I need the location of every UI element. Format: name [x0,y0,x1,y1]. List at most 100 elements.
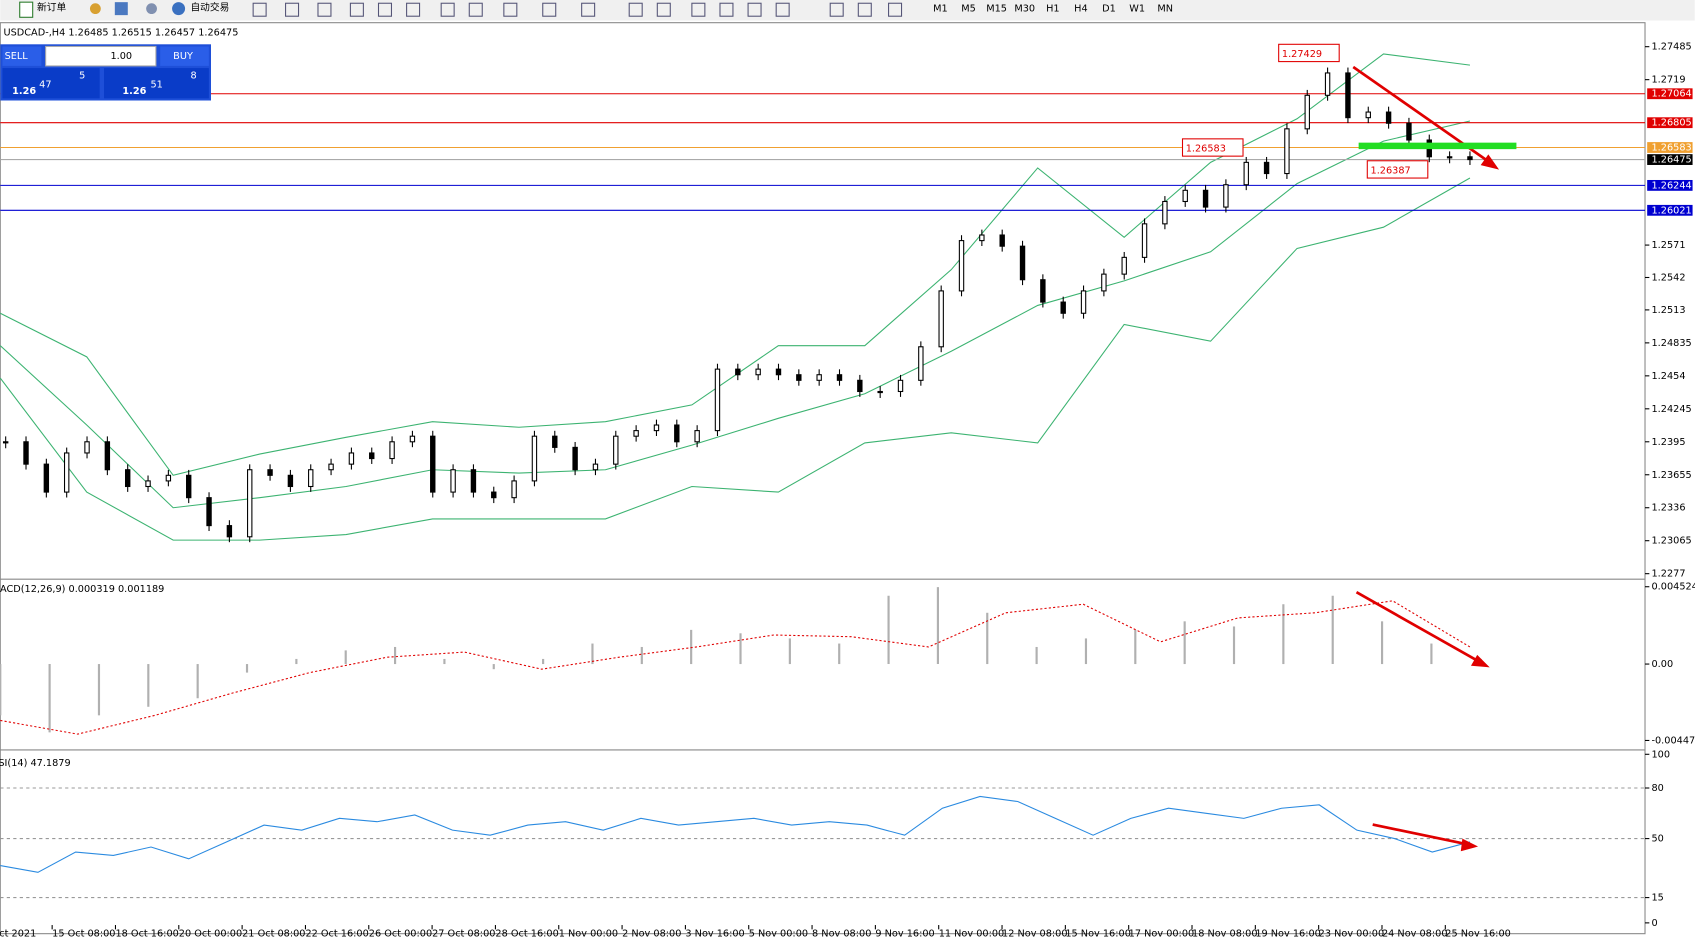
x-tick-label: 15 Oct 08:00 [52,929,115,938]
candle [816,374,822,381]
new-order-icon[interactable] [19,1,34,18]
candle [470,469,477,493]
x-tick-label: 22 Oct 16:00 [305,929,368,938]
candle [1446,156,1453,159]
tool-icon[interactable] [377,2,393,17]
tool-icon[interactable] [503,2,518,17]
x-tick-label: 24 Nov 08:00 [1382,929,1448,938]
y-tick-label: 1.2395 [1651,437,1685,448]
candle [43,463,50,493]
candle [938,290,944,348]
tool-icon[interactable] [252,2,267,17]
candle [84,441,90,454]
x-tick-label: Oct 2021 [0,929,36,938]
timeframe[interactable]: D1 [1102,4,1116,15]
sell-price-box[interactable] [2,68,100,99]
tool-icon[interactable] [349,2,364,17]
price-level-label: 1.26244 [1651,180,1691,191]
candle [2,441,9,444]
tool-icon[interactable] [440,2,455,17]
candle [308,469,314,488]
icon[interactable] [114,2,128,16]
tool-icon[interactable] [542,2,557,17]
trade-panel: SELL 1.00 BUY 1.26 47 5 1.26 51 8 [0,44,211,101]
annotation-box [1181,138,1244,157]
x-tick-label: 12 Nov 08:00 [1002,929,1068,938]
tool-icon[interactable] [888,2,903,17]
x-tick-label: 20 Oct 00:00 [179,929,242,938]
candle [104,441,111,471]
y-tick-label: 1.24245 [1651,404,1691,415]
tool-icon[interactable] [468,2,483,17]
tool-icon[interactable] [775,2,790,17]
candle [23,441,29,465]
x-tick-label: 2 Nov 08:00 [622,929,681,938]
annotation: 1.26583 [1186,144,1226,155]
timeframe[interactable]: MN [1157,4,1173,15]
icon[interactable] [146,3,157,15]
tool-icon[interactable] [406,2,421,17]
sell-price: 1.26 [12,86,36,97]
lot-value[interactable]: 1.00 [110,51,132,62]
candle [1284,128,1290,175]
timeframe[interactable]: M1 [933,4,948,15]
signal-line [0,600,1471,735]
icon[interactable] [89,3,101,15]
timeframe[interactable]: M30 [1014,4,1035,15]
y-tick-label: 1.23065 [1651,536,1691,547]
timeframe[interactable]: W1 [1129,4,1145,15]
timeframe[interactable]: M5 [961,4,976,15]
candle [206,497,212,527]
panel-title: MACD(12,26,9) 0.000319 0.001189 [0,584,164,595]
buy-price: 1.26 [122,86,146,97]
candle [491,491,497,499]
candle [552,435,558,448]
candle [1345,72,1351,119]
arrow [1372,823,1466,846]
price-level-label: 1.27064 [1651,89,1691,100]
y-tick-label: 50 [1651,834,1663,845]
tool-icon[interactable] [857,2,872,17]
sell-label[interactable]: SELL [5,51,29,62]
tool-icon[interactable] [656,2,671,17]
tool-icon[interactable] [317,2,332,17]
timeframe[interactable]: H4 [1074,4,1088,15]
candle [1101,273,1107,292]
tool-icon[interactable] [829,2,844,17]
buy-button[interactable] [160,46,209,66]
price-level-box [1647,179,1693,191]
arrow [1355,591,1480,663]
y-tick-label: 0.00 [1651,659,1673,670]
tool-icon[interactable] [747,2,762,17]
tool-icon[interactable] [285,2,300,17]
buy-price-box[interactable] [104,68,209,99]
candle [633,430,639,437]
auto-trade-icon[interactable] [172,2,186,16]
y-tick-label: 1.2571 [1651,240,1685,251]
candle [63,452,70,493]
lot-input[interactable] [45,45,157,67]
sell-button[interactable] [2,46,42,66]
x-tick-label: 5 Nov 00:00 [749,929,808,938]
price-level-label: 1.26583 [1651,143,1691,154]
candle [694,430,700,443]
candle [979,234,985,242]
buy-label[interactable]: BUY [173,51,193,62]
new-order[interactable]: 新订单 [37,1,66,14]
candle [775,368,782,376]
tool-icon[interactable] [691,2,706,17]
x-tick-label: 15 Nov 16:00 [1065,929,1131,938]
buy-price: 51 [150,79,162,90]
candle [897,379,904,393]
auto-trade[interactable]: 自动交易 [190,1,229,14]
annotation-box [1278,43,1340,63]
tool-icon[interactable] [581,2,596,17]
candle [1019,245,1026,281]
tool-icon[interactable] [719,2,734,17]
tool-icon[interactable] [628,2,643,17]
candle [1263,161,1270,175]
timeframe[interactable]: H1 [1046,4,1060,15]
candle [613,435,619,465]
timeframe[interactable]: M15 [986,4,1007,15]
candle [247,469,253,538]
